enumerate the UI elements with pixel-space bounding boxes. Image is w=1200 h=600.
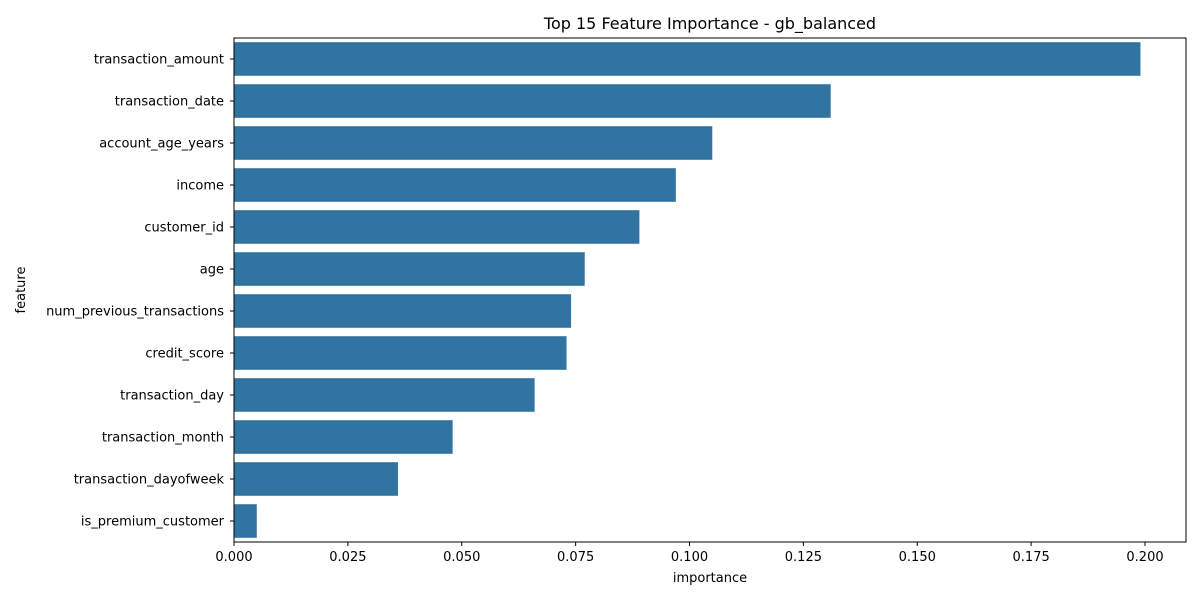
x-axis-label: importance	[673, 571, 747, 586]
y-axis-label: feature	[14, 267, 29, 314]
y-axis-ticks: transaction_amount transaction_dateaccoun…	[46, 53, 234, 530]
x-tick-label: 0.075	[557, 550, 594, 565]
plot-frame	[233, 37, 1187, 543]
bar-num-previous-transactions	[234, 294, 572, 328]
bar-customer-id	[234, 210, 640, 244]
bar-transaction-month	[234, 420, 453, 454]
x-tick-label: 0.100	[671, 550, 708, 565]
bar-transaction-dayofweek	[234, 462, 398, 496]
chart-title: Top 15 Feature Importance - gb_balanced	[543, 14, 876, 34]
bar-account-age-years	[234, 126, 713, 160]
y-tick-label: income	[176, 179, 224, 194]
bar-is-premium-customer	[234, 504, 257, 538]
y-tick-label: credit_score	[145, 347, 224, 362]
x-tick-label: 0.000	[215, 550, 252, 565]
x-axis-ticks: 0.000 0.025 0.050 0.075 0.100 0.125 0.150 0.175…	[215, 542, 1164, 565]
bar-transaction-date	[234, 84, 831, 118]
x-tick-label: 0.050	[443, 550, 480, 565]
x-tick-label: 0.125	[785, 550, 822, 565]
axes-spines	[233, 37, 1187, 543]
bar-transaction-day	[234, 378, 535, 412]
y-tick-label: customer_id	[144, 221, 224, 236]
y-tick-label: transaction_month	[102, 431, 224, 446]
bar-transaction-amount	[234, 42, 1141, 76]
bars-group	[234, 42, 1141, 538]
y-tick-label: transaction_date	[115, 95, 224, 110]
y-tick-label: transaction_day	[120, 389, 224, 404]
y-tick-label: num_previous_transactions	[46, 305, 224, 320]
x-tick-label: 0.200	[1126, 550, 1163, 565]
bar-income	[234, 168, 676, 202]
bar-credit-score	[234, 336, 567, 370]
y-tick-label: age	[200, 263, 224, 278]
y-tick-label: account_age_years	[99, 137, 224, 152]
y-tick-label: transaction_amount	[94, 53, 224, 68]
x-tick-label: 0.025	[329, 550, 366, 565]
y-tick-label: transaction_dayofweek	[74, 473, 225, 488]
x-tick-label: 0.150	[899, 550, 936, 565]
y-tick-label: is_premium_customer	[81, 515, 225, 530]
x-tick-label: 0.175	[1013, 550, 1050, 565]
bar-age	[234, 252, 585, 286]
